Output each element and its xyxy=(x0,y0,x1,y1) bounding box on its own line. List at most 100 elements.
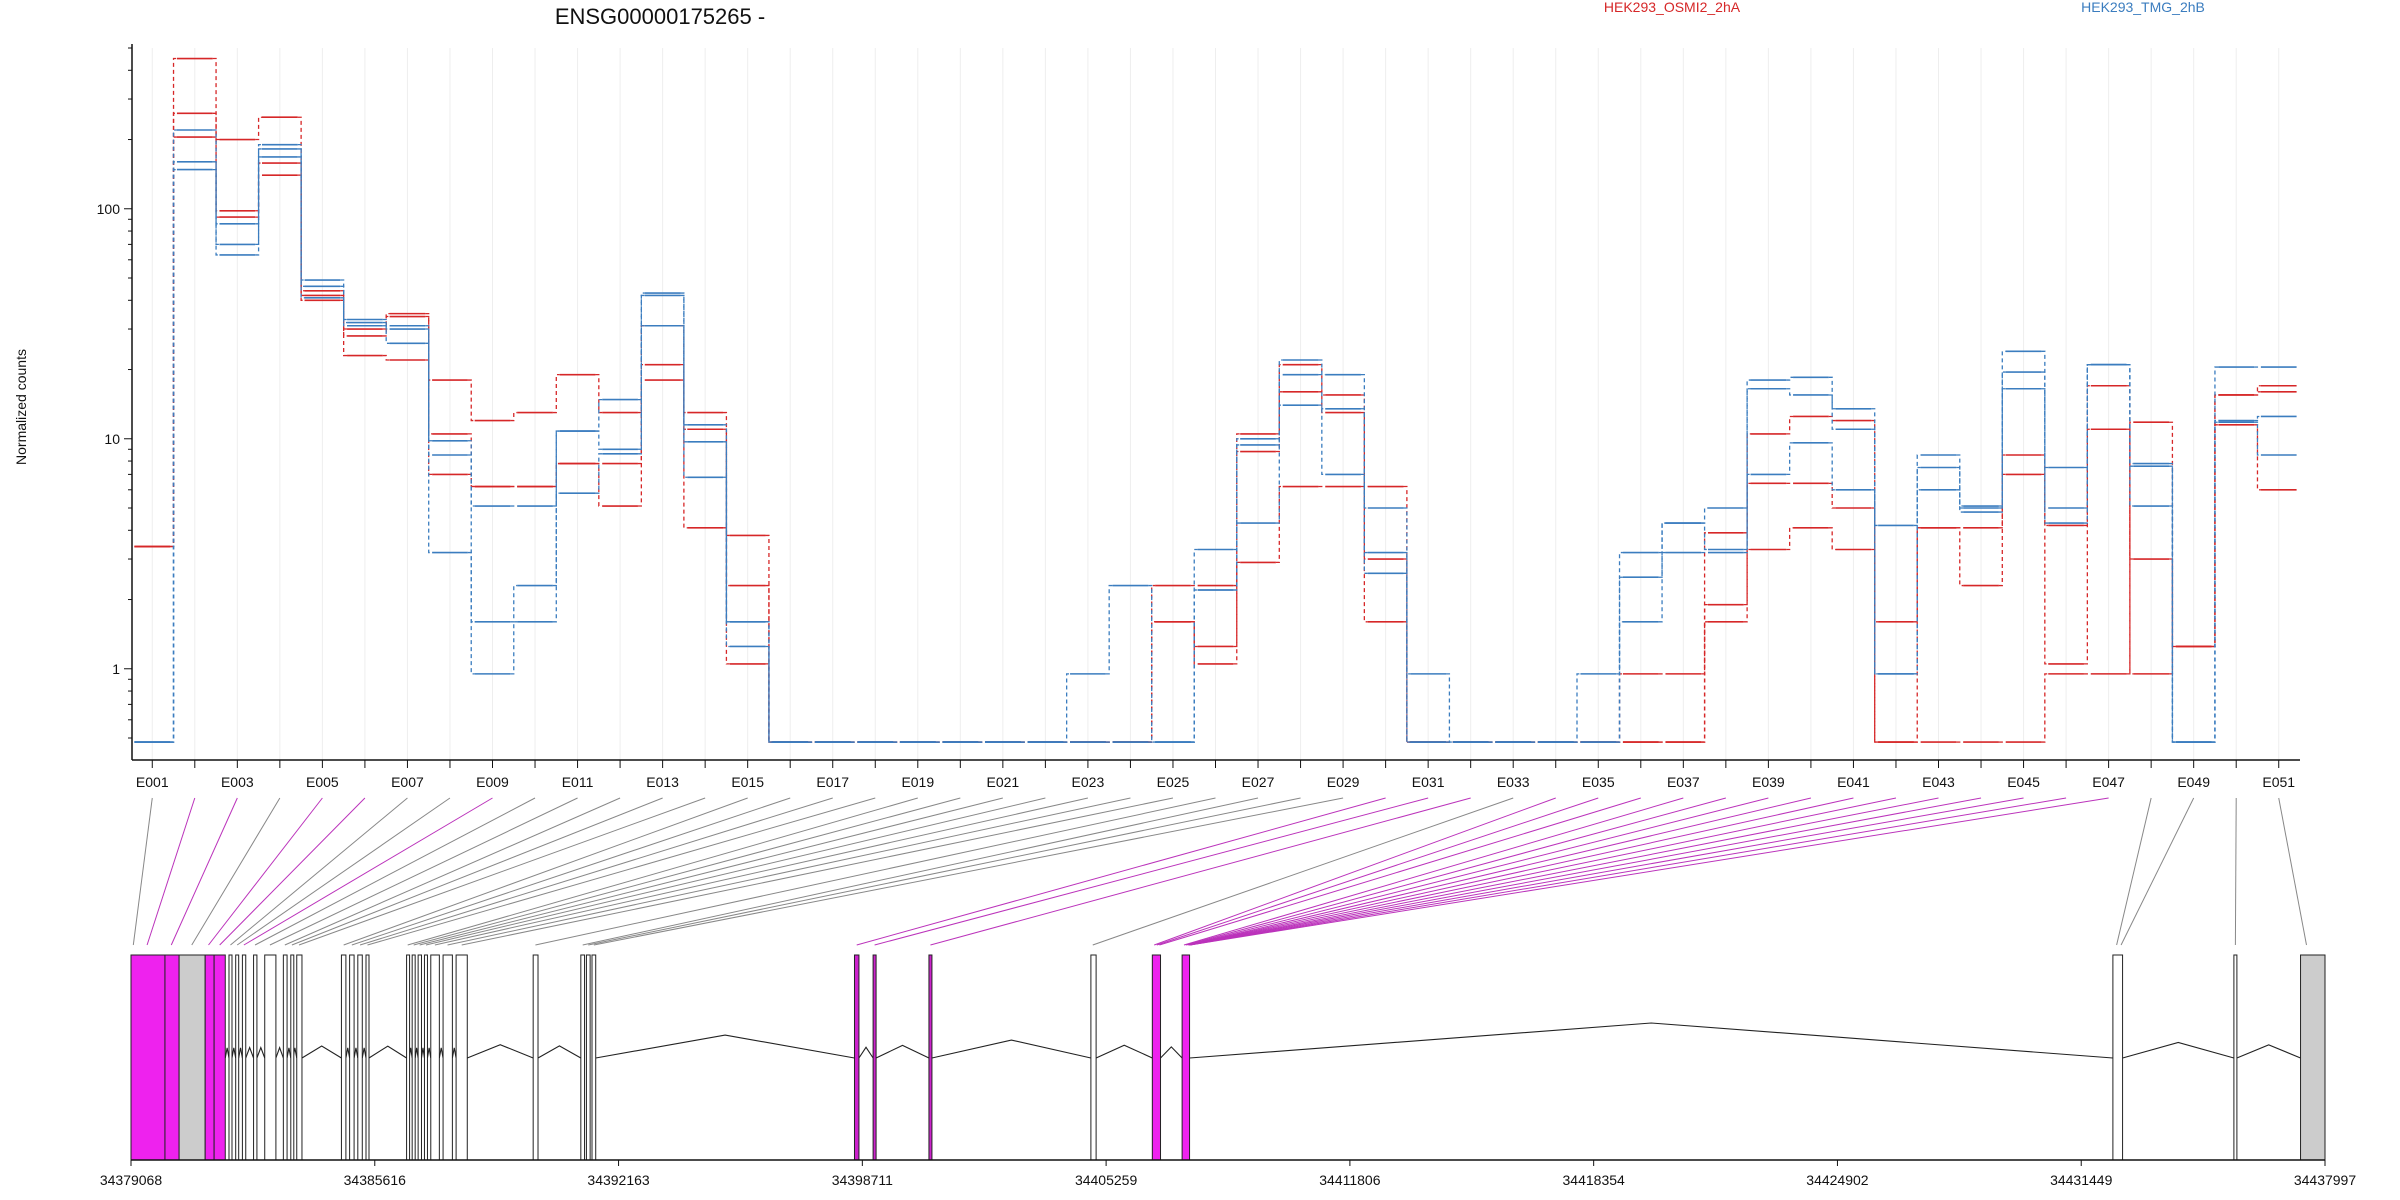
plot-gridlines xyxy=(151,48,2280,760)
intron xyxy=(345,1047,351,1059)
series-connector xyxy=(1446,673,1453,743)
series-connector xyxy=(2126,385,2134,675)
intron xyxy=(353,1047,359,1059)
series-connector xyxy=(212,57,220,141)
series-connector xyxy=(2254,424,2261,491)
series-connector xyxy=(2169,465,2176,743)
series-connector xyxy=(1616,551,1623,675)
series-connector xyxy=(1743,388,1751,554)
x-tick-label-e023: E023 xyxy=(1072,774,1105,790)
series-connector xyxy=(552,430,560,507)
x-tick-label-e025: E025 xyxy=(1157,774,1190,790)
exon-box-8 xyxy=(241,954,247,1161)
x-tick-label-e003: E003 xyxy=(221,774,254,790)
connector-e011 xyxy=(269,797,578,946)
series-connector xyxy=(1360,473,1368,509)
connector-e033 xyxy=(1092,797,1514,946)
connector-e028 xyxy=(588,797,1301,946)
exon-box-17 xyxy=(365,954,370,1161)
series-connector xyxy=(1190,621,1198,648)
intron xyxy=(224,1047,230,1059)
intron xyxy=(1189,1022,2113,1059)
series-connector xyxy=(510,621,518,675)
series-connector xyxy=(2083,364,2091,509)
series-connector xyxy=(1318,359,1326,376)
exon-box-27 xyxy=(585,954,591,1161)
series-connector xyxy=(1658,522,1666,554)
x-tick-label-e043: E043 xyxy=(1922,774,1955,790)
series-connector xyxy=(1275,485,1283,564)
intron xyxy=(2236,1044,2301,1059)
x-tick-label-e041: E041 xyxy=(1837,774,1870,790)
series-connector xyxy=(1786,415,1794,435)
intron xyxy=(245,1046,255,1059)
x-tick-label-e021: E021 xyxy=(987,774,1020,790)
exon-box-18 xyxy=(406,954,411,1161)
series-connector xyxy=(340,294,348,357)
series-connector xyxy=(723,527,730,587)
exon-box-7 xyxy=(235,954,240,1161)
exon-box-6 xyxy=(228,954,233,1161)
series-connector xyxy=(552,374,560,414)
series-connector xyxy=(1828,527,1836,551)
series-connector xyxy=(297,148,305,281)
y-tick-label-100: 100 xyxy=(97,201,121,217)
series-connector xyxy=(1998,371,2006,509)
connector-e021 xyxy=(419,797,1003,946)
exon-box-25 xyxy=(532,954,539,1161)
connector-e046 xyxy=(1189,797,2067,946)
exon-box-36 xyxy=(2233,954,2238,1161)
series-connector xyxy=(637,364,645,414)
x-tick-label-e005: E005 xyxy=(306,774,339,790)
x-tick-label-e015: E015 xyxy=(731,774,764,790)
series-connector xyxy=(1871,548,1879,623)
x-tick-label-e029: E029 xyxy=(1327,774,1360,790)
series-connector xyxy=(382,315,390,337)
series-connector xyxy=(1743,473,1751,551)
series-connector xyxy=(552,492,560,587)
genomic-tick-label: 34424902 xyxy=(1806,1172,1869,1188)
series-connector xyxy=(212,168,220,246)
intron xyxy=(595,1034,855,1059)
series-connector xyxy=(595,462,603,507)
intron xyxy=(875,1044,930,1059)
connector-e002 xyxy=(146,797,196,946)
series-connector xyxy=(595,453,603,494)
connector-e025 xyxy=(461,797,1174,946)
series-connector xyxy=(1275,391,1283,453)
genomic-tick-label: 34431449 xyxy=(2050,1172,2113,1188)
exon-box-5 xyxy=(213,954,226,1161)
genomic-coordinate-axis: 34379068 34385616 34392163 34398711 34405259… xyxy=(100,1159,2356,1188)
x-tick-label-e051: E051 xyxy=(2262,774,2295,790)
series-connector xyxy=(382,354,390,361)
series-connector xyxy=(2041,454,2049,665)
x-tick-label-e001: E001 xyxy=(136,774,169,790)
connector-e031 xyxy=(874,797,1429,946)
connector-e035 xyxy=(1156,797,1599,946)
series-connector xyxy=(340,297,348,327)
series-connector xyxy=(382,312,390,330)
connector-e001 xyxy=(132,797,153,946)
chart-title: ENSG00000175265 - xyxy=(555,4,765,29)
exon-box-29 xyxy=(853,954,860,1161)
connector-e030 xyxy=(856,797,1386,946)
series-connector xyxy=(1743,548,1751,623)
exon-box-12 xyxy=(290,954,295,1161)
y-tick-label-1: 1 xyxy=(112,661,120,677)
series-connector xyxy=(1701,604,1708,743)
connector-e014 xyxy=(298,797,706,946)
series-connector xyxy=(170,161,177,743)
series-connector xyxy=(425,359,433,381)
series-connector xyxy=(425,325,433,442)
connector-e037 xyxy=(1183,797,1684,946)
series-connector xyxy=(1275,374,1283,446)
series-connector xyxy=(1871,408,1879,527)
x-tick-label-e027: E027 xyxy=(1242,774,1275,790)
connector-e004 xyxy=(191,797,281,946)
exon-box-4 xyxy=(204,954,215,1161)
connector-e022 xyxy=(425,797,1046,946)
series-connector xyxy=(1318,364,1326,396)
exon-box-14 xyxy=(340,954,347,1161)
intron xyxy=(256,1046,266,1059)
